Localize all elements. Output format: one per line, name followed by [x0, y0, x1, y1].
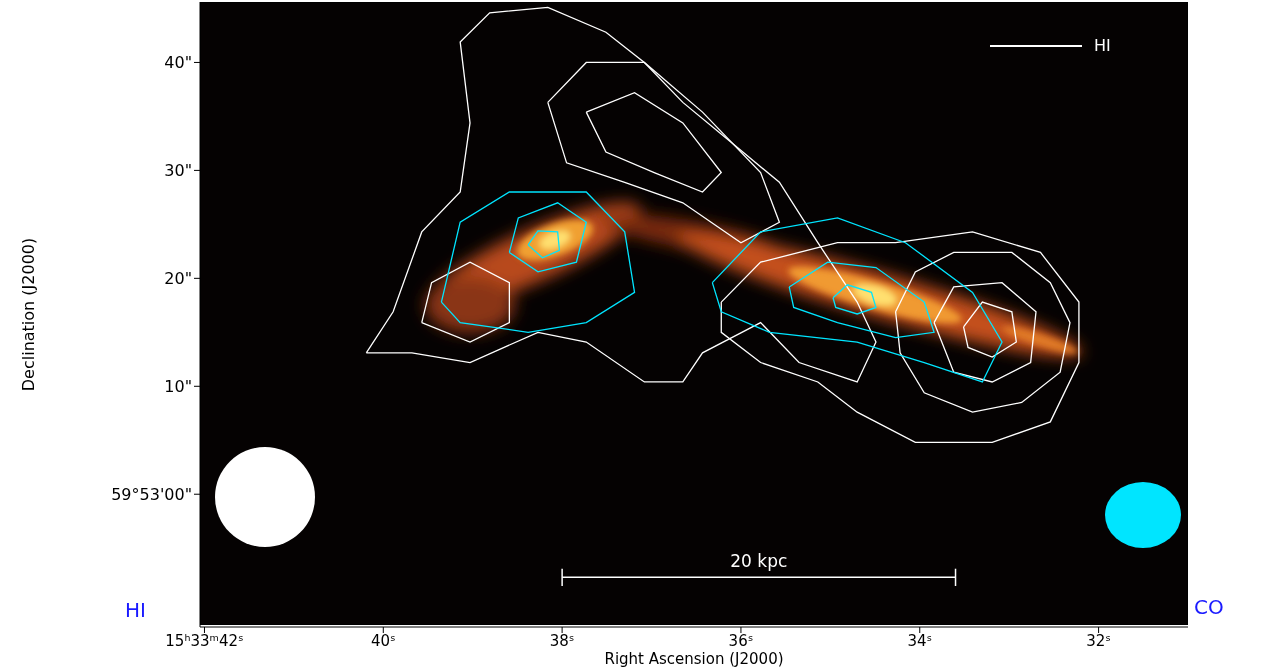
svg-text:20": 20" — [164, 269, 192, 288]
svg-text:36ˢ: 36ˢ — [729, 632, 754, 650]
svg-text:30": 30" — [164, 161, 192, 180]
svg-text:34ˢ: 34ˢ — [907, 632, 932, 650]
svg-text:38ˢ: 38ˢ — [550, 632, 575, 650]
svg-text:32ˢ: 32ˢ — [1086, 632, 1111, 650]
svg-text:59°53'00": 59°53'00" — [111, 485, 192, 504]
html-text:HI: HI — [125, 598, 146, 622]
svg-text:40ˢ: 40ˢ — [371, 632, 396, 650]
html-text:CO: CO — [1194, 595, 1224, 619]
svg-text:10": 10" — [164, 377, 192, 396]
html-text:HI: HI — [1094, 36, 1111, 55]
svg-text:15ʰ33ᵐ42ˢ: 15ʰ33ᵐ42ˢ — [165, 632, 243, 650]
svg-text:40": 40" — [164, 53, 192, 72]
svg-text:Declination (J2000): Declination (J2000) — [19, 238, 38, 391]
svg-text:20 kpc: 20 kpc — [730, 551, 787, 571]
svg-text:Right Ascension (J2000): Right Ascension (J2000) — [604, 650, 783, 667]
